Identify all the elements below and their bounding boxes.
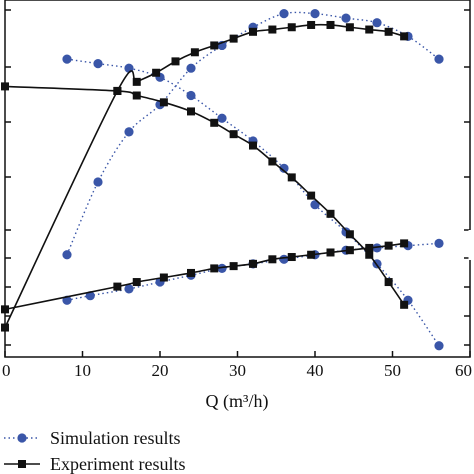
experiment-point: [326, 248, 335, 257]
experiment-point: [345, 246, 354, 255]
experiment-point: [190, 48, 199, 57]
experiment-point: [249, 141, 257, 150]
experiment-point: [132, 91, 141, 100]
legend-item-0: Simulation results: [4, 428, 181, 448]
x-axis-ticks: 0 10 20 30 40 50 60: [2, 351, 472, 380]
series-line: [4, 242, 405, 311]
experiment-point: [159, 98, 168, 107]
simulation-point: [310, 9, 320, 19]
experiment-point: [210, 41, 219, 50]
experiment-point: [365, 250, 374, 259]
simulation-point: [279, 163, 289, 173]
experiment-point: [384, 27, 393, 36]
experiment-point: [229, 130, 238, 139]
experiment-point: [365, 25, 374, 34]
simulation-point: [124, 284, 134, 294]
experiment-point: [287, 253, 296, 262]
series-1-curve-1: [1, 82, 409, 309]
simulation-point: [434, 54, 444, 64]
experiment-point: [1, 305, 9, 314]
axes: 0 10 20 30 40 50 60: [2, 0, 472, 380]
experiment-point: [1, 323, 9, 332]
legend-item-1: Experiment results: [4, 454, 185, 474]
experiment-point: [345, 230, 354, 239]
experiment-point: [268, 157, 277, 166]
simulation-point: [279, 254, 289, 264]
experiment-point: [132, 278, 141, 287]
simulation-point: [93, 59, 103, 69]
simulation-point: [217, 263, 227, 273]
simulation-point: [186, 63, 196, 73]
simulation-point: [434, 341, 444, 351]
series-layer: [1, 9, 444, 351]
series-line: [66, 242, 440, 301]
series-1-curve-2: [1, 239, 409, 314]
experiment-point: [307, 191, 316, 200]
x-tick-label-6: 60: [455, 361, 472, 380]
experiment-point: [187, 268, 195, 277]
simulation-point: [93, 177, 103, 187]
experiment-point: [132, 77, 141, 86]
experiment-point: [287, 173, 296, 182]
series-line: [4, 23, 405, 328]
x-tick-label-1: 10: [74, 361, 91, 380]
series-line: [66, 58, 440, 347]
series-0-curve-1: [62, 54, 444, 351]
simulation-point: [124, 127, 134, 137]
series-line: [4, 85, 405, 306]
experiment-point: [326, 209, 335, 218]
experiment-point: [384, 278, 393, 287]
experiment-point: [113, 86, 122, 95]
x-tick-label-5: 50: [384, 361, 401, 380]
simulation-point: [279, 9, 289, 19]
simulation-point: [62, 250, 72, 260]
simulation-point: [341, 13, 351, 23]
experiment-point: [249, 27, 257, 36]
experiment-point: [307, 20, 316, 29]
x-tick-label-2: 20: [152, 361, 169, 380]
experiment-point: [326, 20, 335, 29]
legend-marker: [18, 460, 26, 468]
legend-label: Experiment results: [50, 454, 185, 474]
series-0-curve-0: [62, 9, 444, 260]
x-tick-label-4: 40: [307, 361, 324, 380]
simulation-point: [217, 113, 227, 123]
simulation-point: [186, 90, 196, 101]
experiment-point: [249, 259, 257, 268]
experiment-point: [159, 273, 168, 282]
experiment-point: [287, 23, 296, 32]
simulation-point: [372, 243, 382, 253]
experiment-point: [210, 118, 219, 127]
experiment-point: [307, 250, 316, 259]
experiment-point: [400, 32, 409, 41]
series-line: [66, 11, 440, 256]
legend: Simulation results Experiment results: [4, 428, 185, 474]
simulation-point: [434, 238, 444, 248]
x-tick-label-3: 30: [229, 361, 246, 380]
experiment-point: [152, 68, 161, 77]
experiment-point: [400, 300, 409, 309]
experiment-point: [113, 282, 122, 291]
experiment-point: [210, 264, 219, 273]
experiment-point: [187, 107, 195, 116]
experiment-point: [229, 34, 238, 43]
experiment-point: [268, 255, 277, 264]
simulation-point: [85, 291, 95, 301]
experiment-point: [345, 23, 354, 32]
x-axis-title: Q (m³/h): [206, 391, 269, 412]
experiment-point: [1, 82, 9, 91]
legend-label: Simulation results: [50, 428, 181, 448]
experiment-point: [268, 25, 277, 34]
simulation-point: [372, 18, 382, 28]
experiment-point: [400, 239, 409, 248]
experiment-point: [384, 241, 393, 250]
experiment-point: [229, 262, 238, 271]
legend-marker: [17, 433, 27, 443]
experiment-point: [171, 57, 180, 66]
series-1-curve-0: [1, 20, 409, 332]
experiment-point: [365, 243, 374, 252]
simulation-point: [62, 54, 72, 64]
x-tick-label-0: 0: [2, 361, 11, 380]
